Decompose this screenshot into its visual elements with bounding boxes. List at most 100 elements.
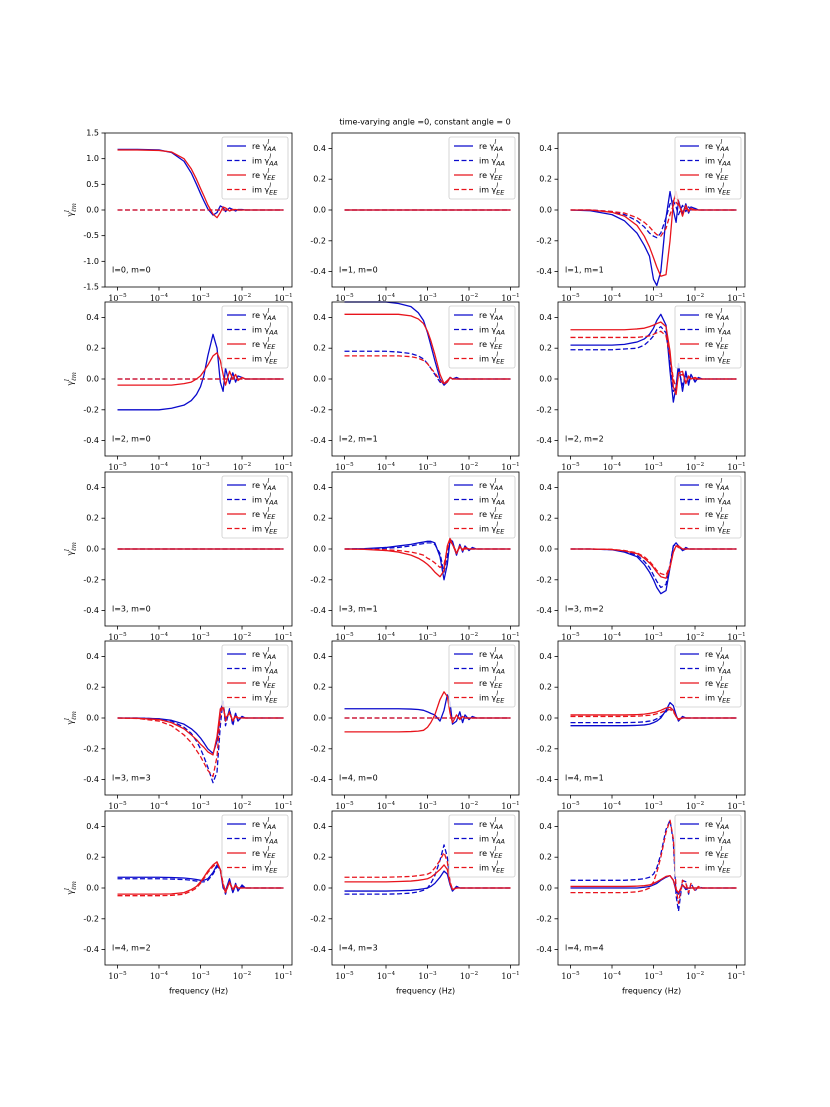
y-tick-label: 0.2	[86, 344, 99, 353]
x-tick-label: 10−2	[233, 632, 251, 643]
text-part: −3	[429, 462, 438, 468]
legend-label: im γl EE	[479, 690, 505, 705]
series-line	[117, 703, 284, 778]
x-tick-label: 10−2	[233, 462, 251, 473]
text-part: l	[722, 690, 724, 698]
x-tick-label: 10−3	[191, 632, 210, 643]
x-tick-label: 10−5	[561, 293, 580, 304]
text-part: 10	[501, 633, 511, 642]
legend-label: im γl EE	[479, 521, 505, 536]
text-part: 10	[335, 802, 345, 811]
text-part: AA	[268, 160, 278, 168]
y-tick-label: 0.5	[86, 180, 99, 189]
text-part: EE	[269, 358, 278, 366]
subplot: 10−5 10−4 10−3 10−2 10−1-0.4-0.20.00.20.4 re …	[536, 810, 746, 996]
text-part: l	[722, 322, 724, 330]
legend-label: im γl EE	[252, 182, 278, 197]
text-part: −1	[512, 293, 520, 299]
text-part: im γ	[705, 524, 723, 533]
legend-label: im γl EE	[252, 351, 278, 366]
text-part: 10	[108, 294, 118, 303]
text-part: −2	[243, 632, 251, 638]
legend-label: re γl AA	[705, 477, 729, 492]
y-tick-label: 0.2	[539, 514, 552, 523]
x-tick-label: 10−3	[644, 293, 663, 304]
x-tick-label: 10−2	[460, 293, 478, 304]
legend-label: re γl EE	[479, 506, 503, 521]
text-part: 10	[561, 294, 571, 303]
text-part: AA	[493, 314, 503, 322]
text-part: 10	[335, 294, 345, 303]
text-part: l	[496, 860, 498, 868]
x-tick-label: 10−3	[191, 971, 210, 982]
text-part: −2	[243, 462, 251, 468]
y-tick-label: 0.2	[86, 853, 99, 862]
text-part: re γ	[252, 311, 268, 320]
text-part: AA	[266, 823, 276, 831]
subplot: 10−5 10−4 10−3 10−2 10−1-0.4-0.20.00.20.4 re …	[310, 132, 520, 304]
text-part: l	[722, 521, 724, 529]
text-part: im γ	[479, 863, 497, 872]
legend-box	[448, 475, 516, 539]
y-tick-label: -0.4	[536, 267, 552, 276]
text-part: 10	[603, 463, 613, 472]
text-part: l	[269, 351, 271, 359]
text-part: AA	[495, 838, 505, 846]
y-tick-label: 0.0	[86, 375, 99, 384]
text-part: 10	[108, 802, 118, 811]
text-part: 10	[377, 463, 387, 472]
annotation: l=2, m=0	[112, 435, 151, 444]
y-tick-label: 0.4	[313, 822, 326, 831]
text-part: re γ	[705, 142, 721, 151]
text-part: re γ	[479, 650, 495, 659]
text-part: −5	[119, 801, 128, 807]
text-part: l	[722, 492, 724, 500]
text-part: im γ	[252, 863, 270, 872]
y-tick-label: 0.2	[313, 683, 326, 692]
text-part: l	[269, 690, 271, 698]
text-part: AA	[266, 145, 276, 153]
x-tick-label: 10−1	[274, 971, 292, 982]
text-part: l	[722, 661, 724, 669]
x-tick-label: 10−3	[418, 971, 437, 982]
legend-label: im γl EE	[479, 860, 505, 875]
y-tick-label: 0.4	[313, 483, 326, 492]
subplot: 10−5 10−4 10−3 10−2 10−1-0.4-0.20.00.20.4 re …	[310, 471, 520, 643]
text-part: −5	[119, 293, 128, 299]
text-part: ℓm	[70, 542, 78, 552]
text-part: im γ	[705, 834, 723, 843]
text-part: AA	[721, 668, 731, 676]
text-part: −5	[346, 462, 355, 468]
y-tick-label: -1.0	[83, 257, 99, 266]
x-tick-label: 10−2	[460, 632, 478, 643]
text-part: l	[720, 646, 722, 654]
legend-label: re γl AA	[252, 307, 276, 322]
text-part: 10	[274, 463, 284, 472]
legend-box	[221, 136, 289, 200]
text-part: −1	[285, 462, 293, 468]
text-part: −3	[202, 971, 211, 977]
text-part: l	[494, 816, 496, 824]
legend-label: im γl AA	[705, 831, 731, 846]
axes-frame	[557, 471, 746, 627]
legend-label: re γl AA	[705, 307, 729, 322]
y-tick-label: -0.4	[310, 945, 326, 954]
legend-label: im γl AA	[479, 831, 505, 846]
text-part: 10	[603, 294, 613, 303]
text-part: AA	[266, 653, 276, 661]
legend-label: re γl AA	[252, 646, 276, 661]
text-part: AA	[719, 314, 729, 322]
text-part: l	[722, 860, 724, 868]
text-part: −2	[696, 971, 704, 977]
legend-label: re γl AA	[479, 477, 503, 492]
y-tick-label: -0.4	[83, 945, 99, 954]
legend-label: re γl EE	[479, 845, 503, 860]
text-part: −2	[470, 293, 478, 299]
subplot: 10−5 10−4 10−3 10−2 10−1-0.4-0.20.00.20.4 re …	[310, 810, 520, 996]
x-tick-label: 10−1	[274, 462, 292, 473]
text-part: l	[494, 336, 496, 344]
text-part: EE	[269, 189, 278, 197]
y-tick-label: 0.2	[539, 344, 552, 353]
legend-label: re γl AA	[479, 138, 503, 153]
text-part: −1	[738, 801, 746, 807]
